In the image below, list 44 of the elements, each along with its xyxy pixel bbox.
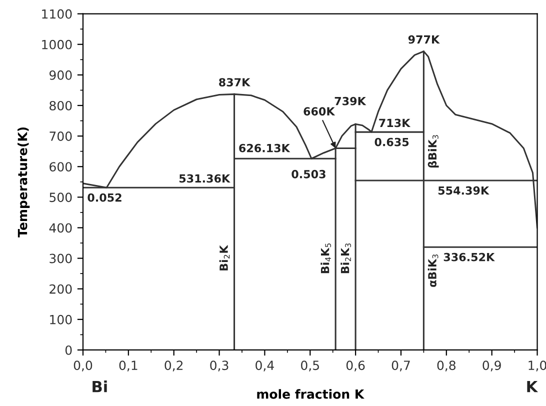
annotation: 837K: [219, 78, 251, 86]
y-axis-title: Temperature(K): [18, 127, 30, 238]
annotation: 554.39K: [438, 186, 490, 195]
x-tick-label: 0,2: [164, 360, 183, 372]
annotation: Bi$_{2}$K$_{3}$: [340, 243, 352, 274]
y-tick-label: 900: [50, 70, 72, 80]
x-tick-label: 0,5: [301, 360, 319, 372]
annotation: 531.36K: [179, 174, 230, 183]
text: Bi: [92, 380, 107, 392]
x-tick-label: 0,8: [437, 360, 456, 372]
y-tick-label: 1100: [42, 9, 72, 19]
x-tick-label: 0,7: [392, 360, 410, 372]
annotation: 660K: [304, 107, 336, 116]
x-tick-label: 0,3: [210, 360, 228, 372]
y-tick-label: 100: [50, 314, 72, 324]
annotation: Bi$_{2}$K: [219, 244, 230, 270]
x-tick-label: 0,0: [74, 360, 92, 372]
y-tick-label: 0: [65, 345, 72, 355]
annotation: 0.052: [88, 193, 122, 202]
y-tick-label: 400: [49, 223, 72, 233]
annotation: 977K: [408, 35, 440, 44]
y-tick-label: 600: [50, 162, 72, 172]
x-tick-label: 0,6: [346, 360, 365, 372]
x-tick-label: 0,4: [256, 360, 274, 372]
y-tick-label: 700: [50, 132, 72, 141]
annotation: 0.503: [292, 170, 326, 178]
text: K: [527, 381, 538, 392]
annotation: αBiK$_{3}$: [428, 254, 438, 287]
annotation: 336.52K: [444, 252, 495, 262]
x-tick-label: 1,0: [528, 360, 546, 372]
annotation: βBiK$_{3}$: [428, 135, 439, 168]
annotation: 626.13K: [239, 144, 290, 152]
x-tick-label: 0,1: [119, 360, 138, 372]
y-tick-label: 1000: [42, 40, 72, 50]
annotation: 713K: [379, 118, 411, 128]
x-axis-title: mole fraction K: [257, 389, 364, 399]
annotation: Bi$_{4}$K$_{5}$: [320, 244, 332, 274]
x-tick-label: 0,9: [482, 360, 501, 372]
annotation: 739K: [334, 96, 366, 106]
y-tick-label: 300: [50, 254, 72, 264]
y-tick-label: 800: [50, 100, 72, 110]
y-tick-label: 200: [50, 284, 72, 294]
y-tick-label: 500: [50, 192, 72, 202]
annotation: 0.635: [374, 138, 409, 146]
